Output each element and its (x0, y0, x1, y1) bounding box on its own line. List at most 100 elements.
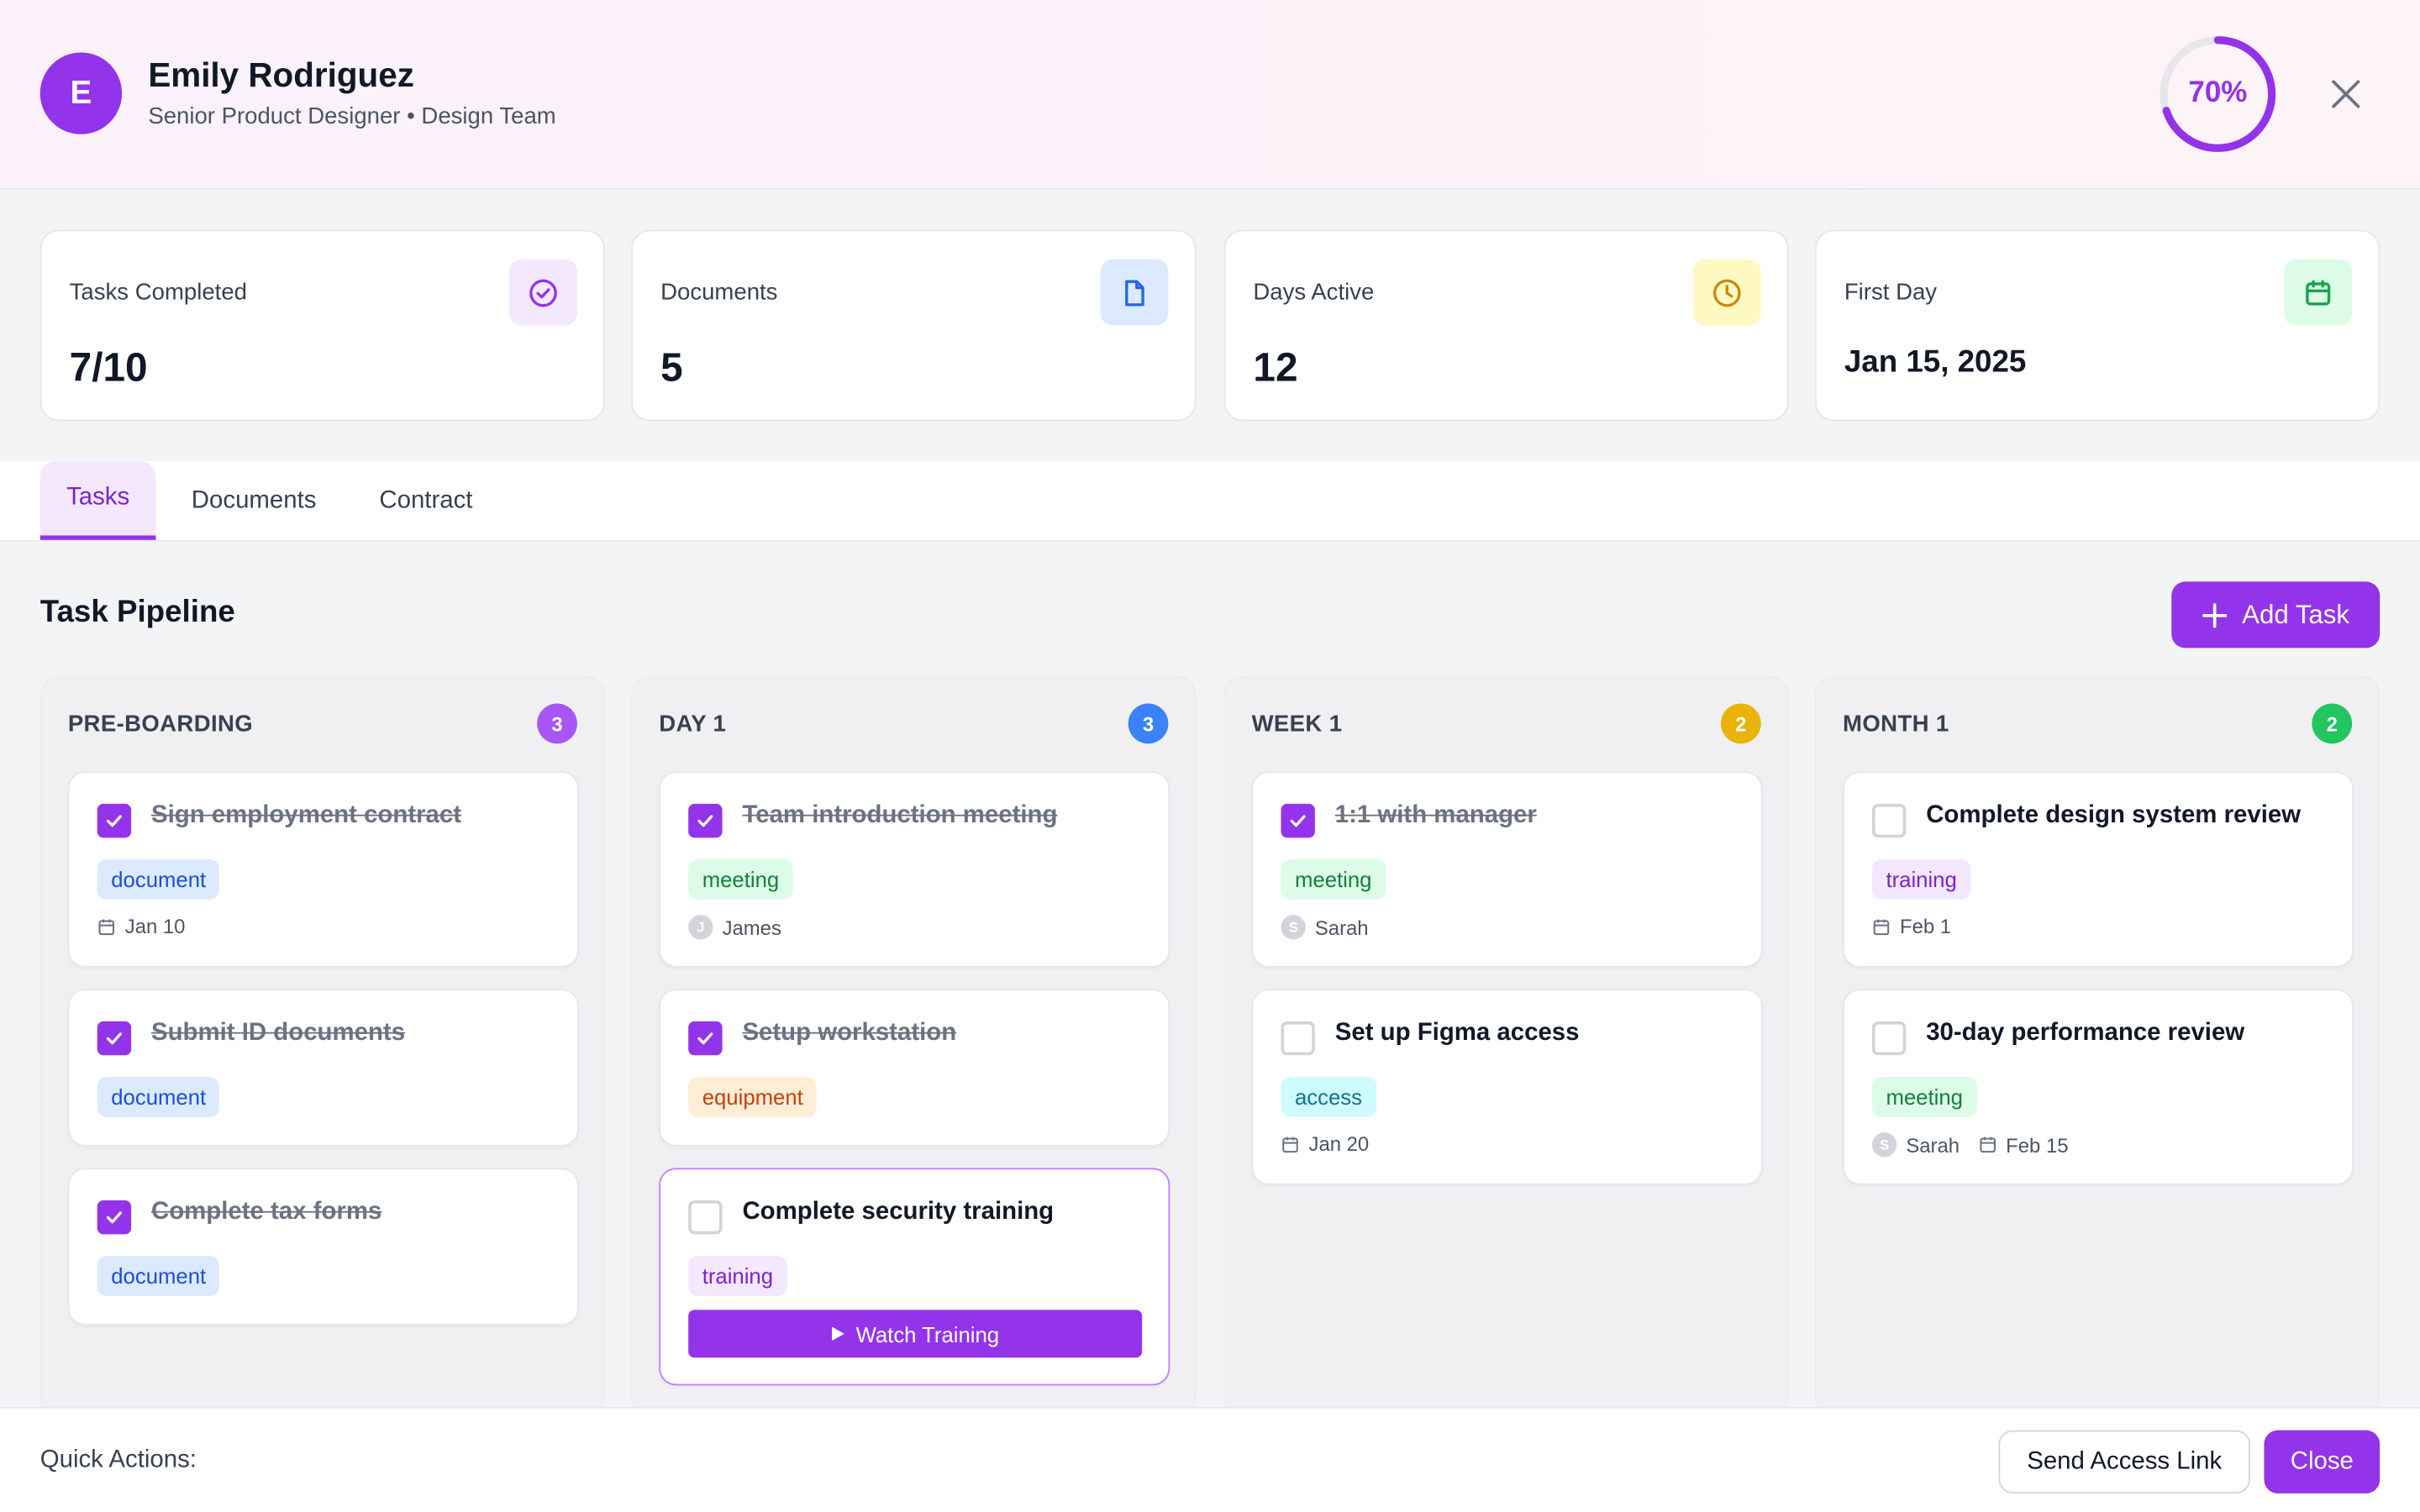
column-title: MONTH 1 (1843, 711, 1949, 738)
tab-contract[interactable]: Contract (379, 486, 473, 513)
task-meta: Feb 1 (1872, 915, 1951, 938)
tab-documents[interactable]: Documents (191, 486, 317, 513)
task-card[interactable]: Sign employment contract document Jan 10 (67, 771, 579, 968)
task-tag: document (97, 859, 220, 900)
task-checkbox[interactable] (97, 1021, 132, 1056)
task-title: Complete design system review (1926, 802, 2302, 829)
employee-role: Senior Product Designer • Design Team (148, 103, 556, 130)
close-button[interactable]: Close (2264, 1430, 2381, 1494)
task-tag: document (97, 1077, 220, 1117)
stat-value: Jan 15, 2025 (1844, 345, 2027, 380)
document-icon (1100, 259, 1169, 326)
watch-training-label: Watch Training (855, 1321, 1000, 1347)
due-date: Jan 20 (1308, 1132, 1370, 1156)
column-title: PRE-BOARDING (67, 711, 254, 738)
footer-bar: Quick Actions: Send Access Link Close (0, 1407, 2420, 1512)
watch-training-button[interactable]: Watch Training (688, 1310, 1143, 1358)
stat-label: Tasks Completed (69, 279, 247, 306)
stat-value: 7/10 (69, 344, 148, 391)
employee-name: Emily Rodriguez (148, 55, 414, 95)
task-card[interactable]: Setup workstation equipment (659, 989, 1171, 1147)
add-task-button[interactable]: Add Task (2171, 581, 2381, 648)
task-card[interactable]: Complete tax forms document (67, 1168, 579, 1326)
task-checkbox[interactable] (1281, 1021, 1315, 1056)
assignee-name: Sarah (1314, 916, 1369, 939)
task-title: 30-day performance review (1926, 1020, 2245, 1047)
task-card[interactable]: 1:1 with manager meeting S Sarah (1251, 771, 1763, 968)
task-tag: access (1281, 1077, 1376, 1117)
task-card[interactable]: Complete security training training Watc… (659, 1168, 1171, 1386)
stat-value: 12 (1253, 344, 1298, 391)
stat-card: Documents 5 (631, 229, 1197, 422)
due-date: Feb 15 (2006, 1133, 2069, 1157)
send-access-link-button[interactable]: Send Access Link (1998, 1430, 2250, 1494)
stat-card: Days Active 12 (1223, 229, 1789, 422)
add-task-label: Add Task (2242, 599, 2350, 629)
stat-label: Documents (660, 279, 778, 306)
task-tag: document (97, 1256, 220, 1296)
task-tag: training (688, 1256, 787, 1296)
pipeline-column: MONTH 1 2 Complete design system review … (1814, 675, 2381, 1417)
task-title: Team introduction meeting (742, 802, 1058, 829)
task-card[interactable]: Complete design system review training F… (1843, 771, 2354, 968)
task-checkbox[interactable] (688, 1021, 723, 1056)
tab-bar: Tasks Documents Contract (0, 461, 2420, 542)
task-card[interactable]: 30-day performance review meeting S Sarah… (1843, 989, 2354, 1185)
task-checkbox[interactable] (688, 1200, 723, 1235)
plus-icon (2202, 602, 2227, 627)
task-meta: S Sarah Feb 15 (1871, 1132, 2069, 1158)
pipeline-column: PRE-BOARDING 3 Sign employment contract … (39, 675, 605, 1417)
stat-card: First Day Jan 15, 2025 (1814, 229, 2381, 422)
task-checkbox[interactable] (1871, 803, 1907, 838)
task-title: Complete security training (742, 1199, 1055, 1226)
task-card[interactable]: Submit ID documents document (67, 989, 579, 1147)
task-meta: Jan 10 (97, 915, 186, 938)
task-checkbox[interactable] (1871, 1021, 1907, 1056)
task-title: Set up Figma access (1334, 1020, 1580, 1047)
column-count-badge: 3 (537, 703, 577, 744)
task-title: Submit ID documents (150, 1020, 406, 1047)
stat-card: Tasks Completed 7/10 (39, 229, 605, 422)
play-icon (831, 1326, 844, 1341)
assignee-avatar: S (1871, 1132, 1897, 1158)
progress-ring-graphic (2160, 36, 2276, 152)
assignee-avatar: J (688, 915, 713, 940)
progress-ring: 70% (2156, 33, 2280, 156)
avatar: E (39, 52, 123, 134)
tab-tasks[interactable]: Tasks (39, 461, 156, 540)
task-tag: meeting (1281, 859, 1386, 900)
column-count-badge: 3 (1128, 703, 1169, 744)
task-title: Sign employment contract (150, 802, 462, 829)
task-checkbox[interactable] (1281, 803, 1315, 838)
task-checkbox[interactable] (97, 803, 132, 838)
stat-label: First Day (1844, 279, 1938, 306)
pipeline-title: Task Pipeline (39, 595, 235, 630)
check-circle-icon (509, 259, 577, 326)
task-checkbox[interactable] (688, 803, 723, 838)
column-count-badge: 2 (2312, 703, 2353, 744)
due-date: Jan 10 (124, 915, 186, 938)
stat-value: 5 (660, 344, 683, 391)
calendar-icon (97, 917, 116, 936)
clock-icon (1692, 259, 1761, 326)
assignee-name: James (722, 916, 781, 939)
quick-actions-label: Quick Actions: (39, 1446, 197, 1474)
task-meta: Jan 20 (1281, 1132, 1369, 1156)
task-title: Complete tax forms (150, 1199, 382, 1226)
pipeline-column: DAY 1 3 Team introduction meeting meetin… (631, 675, 1197, 1417)
calendar-icon (2284, 259, 2353, 326)
calendar-icon (1978, 1136, 1996, 1154)
task-checkbox[interactable] (97, 1200, 132, 1235)
close-icon[interactable] (2324, 72, 2367, 115)
progress-percent: 70% (2188, 76, 2248, 110)
task-card[interactable]: Team introduction meeting meeting J James (659, 771, 1171, 968)
task-meta: J James (688, 915, 781, 940)
task-tag: equipment (688, 1077, 818, 1117)
task-tag: meeting (1871, 1077, 1977, 1117)
calendar-icon (1281, 1135, 1299, 1153)
task-tag: meeting (688, 859, 793, 900)
task-tag: training (1871, 859, 1971, 900)
employee-header: E Emily Rodriguez Senior Product Designe… (0, 0, 2420, 190)
task-card[interactable]: Set up Figma access access Jan 20 (1251, 989, 1763, 1185)
